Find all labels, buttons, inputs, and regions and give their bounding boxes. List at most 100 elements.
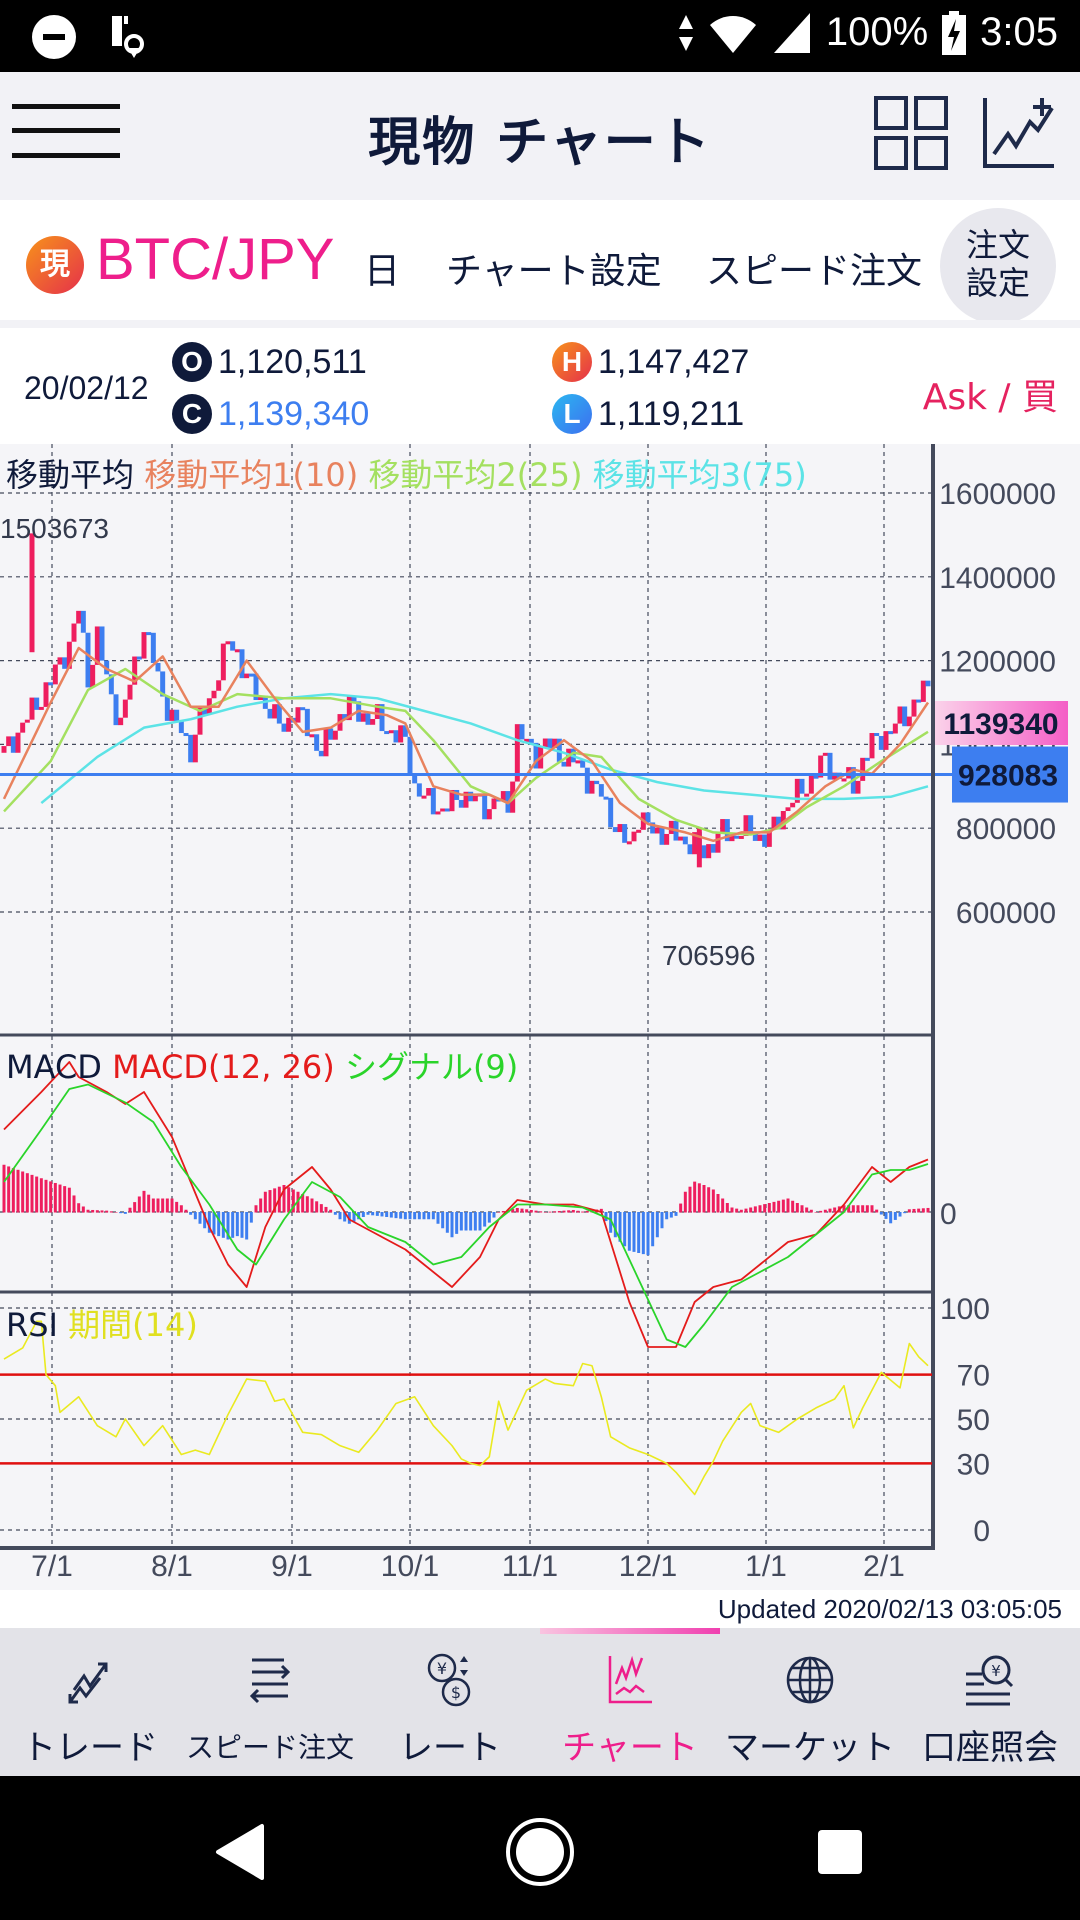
signal-icon (773, 12, 810, 53)
spot-badge: 現 (26, 236, 84, 294)
svg-text:800000: 800000 (956, 813, 1056, 846)
legend-rsi-title: RSI (6, 1306, 58, 1344)
data-arrows-icon (678, 14, 693, 51)
svg-text:¥: ¥ (991, 1662, 1001, 1680)
svg-text:1200000: 1200000 (939, 646, 1056, 679)
account-icon: ¥ (966, 1655, 1014, 1706)
globe-icon (786, 1656, 834, 1704)
high-value: 1,147,427 (598, 342, 750, 381)
chart-icon (608, 1655, 652, 1704)
chart-area[interactable]: 1600000 1400000 1200000 1000000 800000 600000… (0, 444, 1080, 1590)
tab-speed-order-label: スピード注文 (185, 1731, 354, 1764)
high-badge: H (552, 342, 592, 382)
ohlc-bar: 20/02/12 O 1,120,511 C 1,139,340 H 1,147… (0, 320, 1080, 444)
app-bar: 現物 チャート (0, 72, 1080, 192)
speed-order-icon (249, 1658, 291, 1704)
layout-grid-icon[interactable] (874, 96, 948, 170)
tab-market[interactable]: マーケット (720, 1640, 900, 1776)
svg-text:7/1: 7/1 (31, 1550, 73, 1583)
macd-legend: MACD MACD(12, 26) シグナル(9) (6, 1042, 518, 1088)
order-settings-label-2: 設定 (965, 264, 1030, 302)
tab-chart-label: チャート (562, 1728, 698, 1768)
chart-canvas[interactable]: 1600000140000012000001000000800000600000… (0, 444, 1080, 1590)
ask-bid-toggle[interactable]: Ask / 買 (922, 377, 1058, 418)
svg-text:100: 100 (940, 1293, 990, 1326)
order-settings-label-1: 注文 (965, 226, 1030, 264)
order-settings-button[interactable]: 注文 設定 (940, 208, 1056, 324)
tab-rate[interactable]: ¥ $ レート (360, 1640, 540, 1776)
symbol-bar: 現 BTC/JPY 日 チャート設定 スピード注文 注文 設定 (0, 192, 1080, 324)
low-price: L 1,119,211 (552, 394, 744, 434)
close-badge: C (172, 394, 212, 434)
tab-trade[interactable]: トレード (0, 1640, 180, 1776)
wifi-icon (709, 15, 756, 53)
svg-text:¥: ¥ (437, 1659, 447, 1678)
legend-ma1: 移動平均1(10) (144, 456, 359, 494)
active-tab-indicator (540, 1628, 720, 1634)
open-value: 1,120,511 (218, 342, 367, 381)
svg-text:30: 30 (957, 1448, 990, 1481)
open-price: O 1,120,511 (172, 342, 367, 382)
svg-text:50: 50 (957, 1404, 990, 1437)
svg-text:2/1: 2/1 (863, 1550, 905, 1583)
close-value: 1,139,340 (218, 394, 370, 433)
legend-macd: MACD(12, 26) (112, 1048, 335, 1086)
bottom-tab-bar: トレード スピード注文 ¥ $ レート チャート マーケット ¥ 口座照会 (0, 1628, 1080, 1776)
updated-text: Updated 2020/02/13 03:05:05 (717, 1594, 1062, 1624)
legend-macd-title: MACD (6, 1048, 102, 1086)
add-indicator-icon[interactable] (982, 96, 1056, 170)
tab-speed-order[interactable]: スピード注文 (180, 1640, 360, 1776)
svg-text:10/1: 10/1 (381, 1550, 439, 1583)
clock: 3:05 (980, 10, 1058, 54)
back-icon[interactable] (212, 1822, 268, 1882)
legend-ma2: 移動平均2(25) (368, 456, 583, 494)
rsi-legend: RSI 期間(14) (6, 1300, 198, 1346)
svg-text:0: 0 (940, 1198, 957, 1231)
chart-settings-button[interactable]: チャート設定 (446, 251, 662, 292)
tab-trade-label: トレード (22, 1728, 158, 1768)
svg-text:0: 0 (973, 1515, 990, 1548)
status-bar: 100% 3:05 (0, 0, 1080, 72)
svg-text:$: $ (451, 1683, 461, 1702)
updated-timestamp: Updated 2020/02/13 03:05:05 (0, 1590, 1080, 1628)
svg-text:11/1: 11/1 (502, 1550, 558, 1583)
svg-text:1/1: 1/1 (745, 1550, 787, 1583)
svg-text:600000: 600000 (956, 897, 1056, 930)
rate-icon: ¥$ (427, 1653, 471, 1707)
close-price: C 1,139,340 (172, 394, 369, 434)
main-legend: 移動平均 移動平均1(10) 移動平均2(25) 移動平均3(75) (6, 450, 807, 496)
svg-text:9/1: 9/1 (271, 1550, 313, 1583)
open-badge: O (172, 342, 212, 382)
svg-text:1139340: 1139340 (943, 708, 1058, 741)
high-price: H 1,147,427 (552, 342, 749, 382)
pair-selector[interactable]: BTC/JPY (96, 227, 335, 292)
tab-chart[interactable]: チャート (540, 1640, 720, 1776)
svg-text:12/1: 12/1 (619, 1550, 677, 1583)
page-title: 現物 チャート (368, 113, 712, 173)
battery-percent: 100% (825, 10, 929, 54)
home-icon[interactable] (504, 1816, 576, 1888)
low-badge: L (552, 394, 592, 434)
tab-account[interactable]: ¥ 口座照会 (900, 1640, 1080, 1776)
menu-button[interactable] (12, 104, 120, 160)
svg-text:1600000: 1600000 (939, 478, 1056, 511)
svg-text:8/1: 8/1 (151, 1550, 193, 1583)
legend-rsi: 期間(14) (68, 1306, 198, 1344)
svg-text:928083: 928083 (958, 760, 1058, 793)
recents-icon[interactable] (816, 1828, 864, 1876)
ohlc-date: 20/02/12 (24, 370, 149, 406)
tab-market-label: マーケット (725, 1728, 895, 1768)
svg-text:1503673: 1503673 (0, 513, 109, 544)
legend-ma3: 移動平均3(75) (592, 456, 807, 494)
trade-icon (68, 1662, 108, 1704)
do-not-disturb-icon (32, 15, 76, 59)
svg-text:70: 70 (957, 1360, 990, 1393)
location-sim-icon (112, 16, 144, 58)
battery-charging-icon (942, 10, 967, 55)
low-value: 1,119,211 (598, 394, 745, 433)
speed-order-button[interactable]: スピード注文 (706, 251, 923, 292)
tab-account-label: 口座照会 (922, 1728, 1058, 1768)
tab-rate-label: レート (399, 1728, 501, 1768)
timeframe-selector[interactable]: 日 (364, 251, 401, 292)
legend-signal: シグナル(9) (344, 1048, 519, 1086)
